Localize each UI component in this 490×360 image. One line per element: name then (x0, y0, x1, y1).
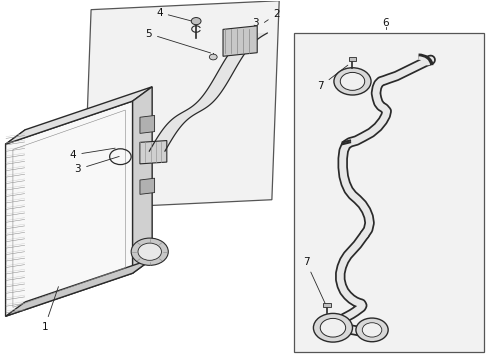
Text: 7: 7 (318, 65, 348, 91)
Polygon shape (5, 87, 152, 144)
Polygon shape (140, 140, 167, 164)
Bar (323, 303, 331, 307)
Circle shape (334, 68, 371, 95)
Text: 6: 6 (382, 18, 389, 28)
Bar (294, 33, 485, 352)
Polygon shape (133, 87, 152, 273)
Circle shape (340, 72, 365, 90)
Circle shape (356, 318, 388, 342)
Circle shape (362, 323, 382, 337)
Text: 5: 5 (146, 29, 211, 53)
Text: 7: 7 (303, 257, 327, 307)
Circle shape (131, 238, 168, 265)
Text: 4: 4 (156, 8, 194, 22)
Circle shape (320, 319, 345, 337)
Circle shape (209, 54, 217, 60)
Text: 1: 1 (41, 287, 58, 332)
Polygon shape (223, 26, 257, 56)
Circle shape (138, 243, 161, 260)
Polygon shape (140, 178, 155, 194)
Text: 3: 3 (246, 18, 259, 35)
Text: 2: 2 (265, 9, 280, 22)
Circle shape (191, 18, 201, 25)
Bar (348, 57, 356, 61)
Text: 3: 3 (74, 157, 119, 174)
Text: 4: 4 (70, 148, 115, 160)
Polygon shape (5, 101, 133, 316)
Polygon shape (84, 1, 279, 209)
Polygon shape (5, 259, 152, 316)
Polygon shape (140, 116, 155, 134)
Circle shape (314, 314, 352, 342)
Polygon shape (5, 130, 25, 316)
